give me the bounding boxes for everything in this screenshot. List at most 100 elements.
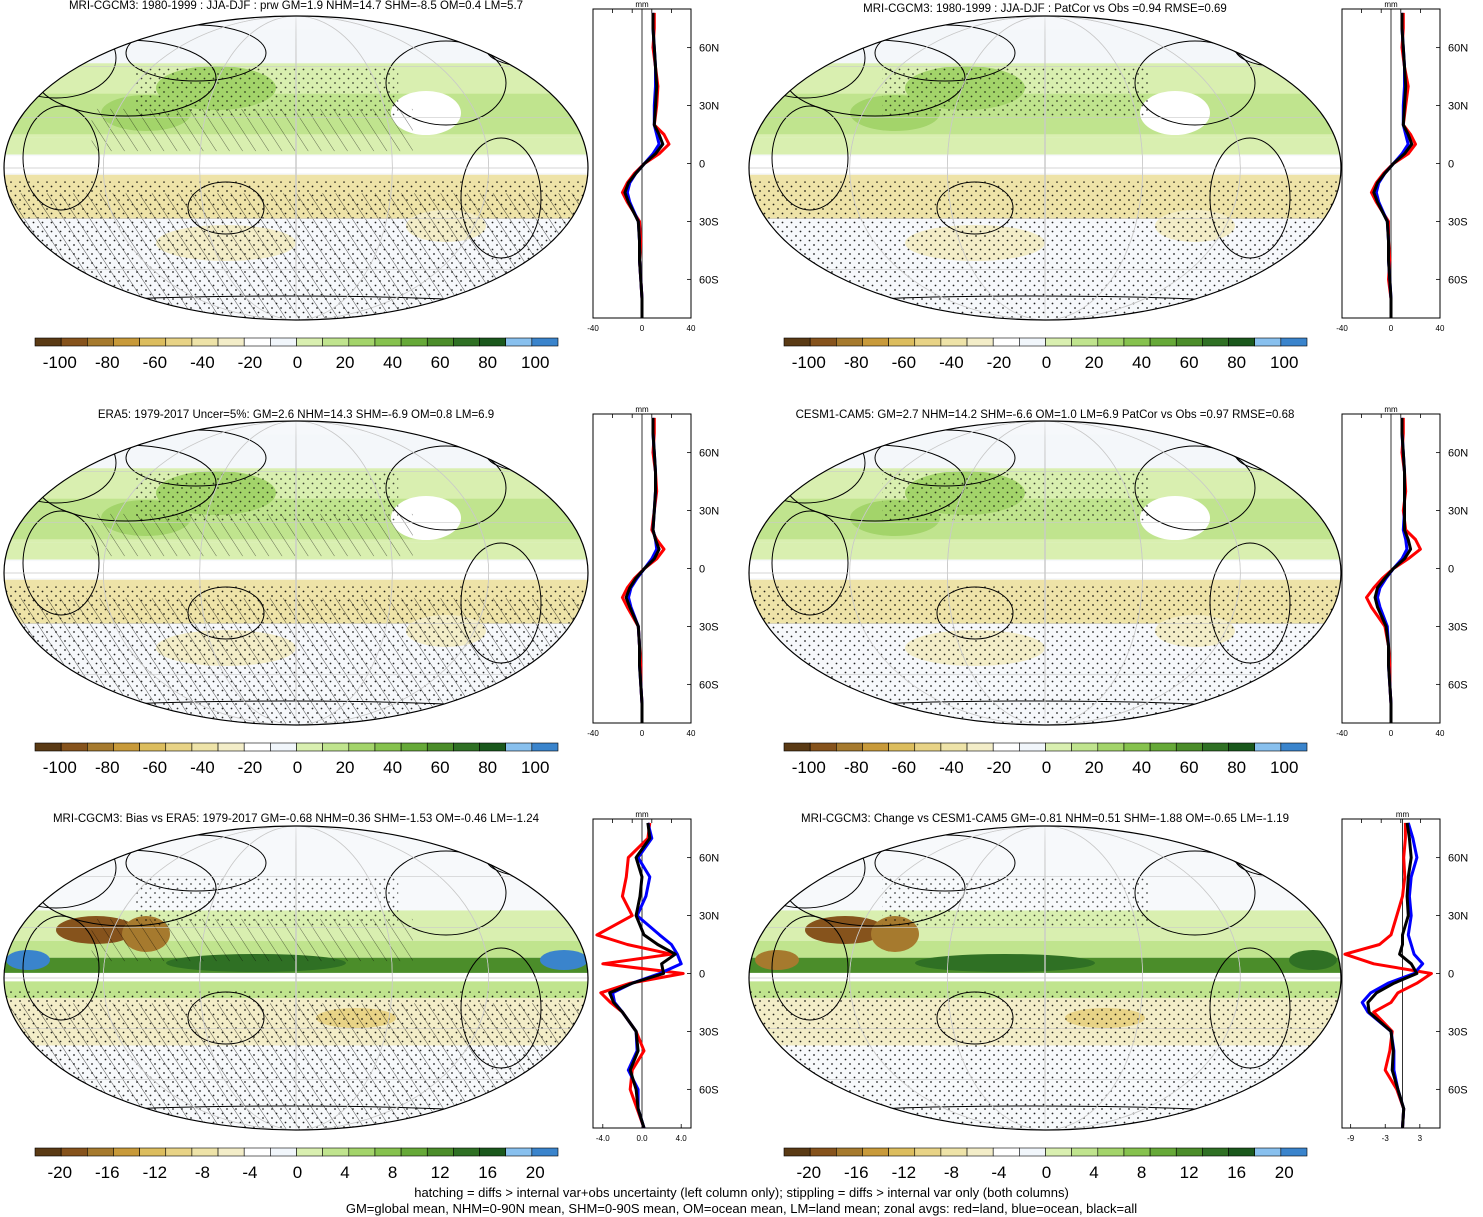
colorbar-tick-label: -60 [892, 353, 917, 372]
field-pacific-gap [1140, 91, 1210, 135]
colorbar-tick-label: 60 [1180, 353, 1199, 372]
colorbar-box [809, 337, 837, 347]
field-band-itcz [749, 542, 1341, 560]
colorbar-box [862, 742, 889, 752]
colorbar-box [243, 742, 271, 752]
field-band-equator [4, 561, 588, 579]
colorbar-box [914, 1147, 942, 1157]
colorbar-box [1202, 1147, 1229, 1157]
panel-title: MRI-CGCM3: Bias vs ERA5: 1979-2017 GM=-0… [53, 813, 540, 825]
colorbar-box [296, 337, 323, 347]
lat-tick-label: 60N [1448, 43, 1468, 55]
colorbar: -20 -16 -12 -8 -4 0 4 8 12 16 20 [783, 1147, 1308, 1182]
continent-outline [485, 434, 567, 472]
lat-tick-label: 60N [699, 448, 719, 460]
colorbar-tick-label: -4 [991, 1163, 1006, 1182]
stipple-overlay [749, 991, 1341, 1130]
colorbar-box [87, 337, 114, 347]
colorbar-tick-label: 20 [1275, 1163, 1294, 1182]
zonal-curve-all [623, 12, 665, 318]
map-border [3, 15, 589, 321]
panel-mri-change: MRI-CGCM3: Change vs CESM1-CAM5 GM=-0.81… [748, 810, 1468, 1182]
colorbar-tick-label: -20 [987, 758, 1012, 777]
colorbar-tick-label: 0 [1042, 353, 1051, 372]
lat-tick-label: 0 [699, 564, 705, 576]
field-band-equator [749, 561, 1341, 579]
colorbar-tick-label: 0 [1042, 1163, 1051, 1182]
colorbar-box [1149, 742, 1177, 752]
colorbar-tick-label: 0 [1042, 758, 1051, 777]
colorbar-tick-label: -80 [95, 353, 120, 372]
colorbar-tick-label: 12 [431, 1163, 450, 1182]
colorbar-box [139, 1147, 167, 1157]
colorbar-box [940, 1147, 968, 1157]
lat-tick-label: 60N [699, 853, 719, 865]
colorbar-box [348, 1147, 376, 1157]
world-map [748, 15, 1342, 321]
zonal-unit-label: mm [1396, 810, 1410, 819]
field-west-edge [755, 950, 799, 970]
colorbar-box [1280, 1147, 1308, 1157]
panel-era5: ERA5: 1979-2017 Uncer=5%: GM=2.6 NHM=14.… [3, 405, 719, 777]
colorbar-box [60, 1147, 88, 1157]
world-map [3, 15, 589, 321]
hatch-overlay [4, 1003, 588, 1130]
colorbar: -100 -80 -60 -40 -20 0 20 40 60 80 100 [34, 337, 559, 372]
field-band-equator [749, 156, 1341, 174]
colorbar-tick-label: 60 [431, 758, 450, 777]
colorbar-box [992, 1147, 1020, 1157]
colorbar-box [453, 337, 480, 347]
colorbar-tick-label: 20 [1085, 758, 1104, 777]
x-tick-label: 0 [1389, 729, 1394, 738]
colorbar-tick-label: 8 [1137, 1163, 1146, 1182]
colorbar-box [113, 1147, 140, 1157]
colorbar-box [1097, 337, 1125, 347]
stipple-overlay [882, 66, 1149, 118]
colorbar-tick-label: 80 [478, 353, 497, 372]
colorbar-tick-label: -80 [844, 758, 869, 777]
x-tick-label: -40 [1336, 729, 1348, 738]
lat-tick-label: 30N [699, 506, 719, 518]
zonal-unit-label: mm [635, 0, 649, 9]
colorbar-box [783, 742, 811, 752]
colorbar-box [191, 742, 219, 752]
colorbar-tick-label: 40 [383, 758, 402, 777]
world-map [3, 420, 589, 726]
colorbar-box [139, 742, 167, 752]
zonal-curve-all [608, 822, 677, 1129]
lat-tick-label: 30S [699, 1026, 719, 1038]
panel-title: CESM1-CAM5: GM=2.7 NHM=14.2 SHM=-6.6 OM=… [796, 409, 1295, 421]
colorbar-box [1254, 337, 1282, 347]
colorbar-box [1149, 337, 1177, 347]
continent-outline [485, 839, 567, 877]
lat-tick-label: 0 [699, 159, 705, 171]
colorbar-box [322, 1147, 350, 1157]
colorbar-box [1097, 742, 1125, 752]
stipple-overlay [749, 586, 1341, 725]
colorbar-box [1149, 1147, 1177, 1157]
colorbar-box [270, 1147, 297, 1157]
map-border [3, 420, 589, 726]
panel-cesm1: CESM1-CAM5: GM=2.7 NHM=14.2 SHM=-6.6 OM=… [748, 405, 1468, 777]
colorbar-box [1019, 337, 1046, 347]
x-tick-label: -9 [1347, 1134, 1355, 1143]
colorbar-tick-label: 12 [1180, 1163, 1199, 1182]
colorbar-tick-label: 100 [521, 758, 549, 777]
colorbar-box [531, 1147, 559, 1157]
colorbar-box [836, 337, 863, 347]
zonal-unit-label: mm [635, 405, 649, 414]
field-pacific-gap [1140, 496, 1210, 540]
colorbar-tick-label: -8 [944, 1163, 959, 1182]
colorbar-box [505, 337, 533, 347]
colorbar-tick-label: 0 [293, 758, 302, 777]
lat-tick-label: 60N [1448, 853, 1468, 865]
colorbar-box [862, 337, 889, 347]
zonal-mean-plot: mm 60N 30N 0 30S 60S -40 0 40 [1336, 405, 1468, 738]
lat-tick-label: 60S [699, 274, 719, 286]
colorbar-box [60, 742, 88, 752]
graticule-meridian [1044, 16, 1046, 320]
graticule-meridian [849, 16, 1241, 320]
x-tick-label: -3 [1382, 1134, 1390, 1143]
lat-tick-label: 60S [1448, 274, 1468, 286]
colorbar-box [243, 337, 271, 347]
